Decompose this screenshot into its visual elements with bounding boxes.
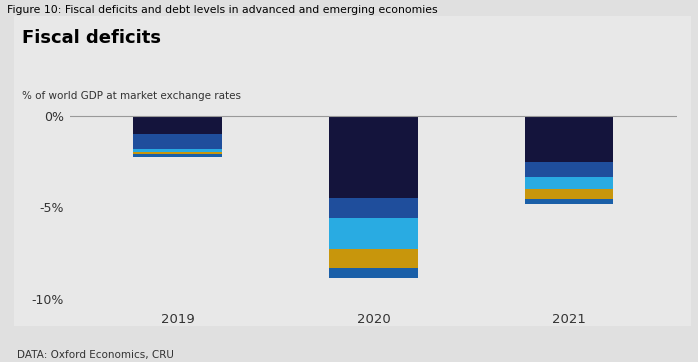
- Legend: USA, China, Euro Area, Japan, UK: USA, China, Euro Area, Japan, UK: [281, 105, 533, 123]
- Bar: [329, 116, 417, 198]
- Bar: [525, 116, 614, 161]
- Bar: [133, 116, 222, 134]
- Bar: [133, 152, 222, 154]
- Text: Fiscal deficits: Fiscal deficits: [22, 29, 161, 47]
- Bar: [329, 218, 417, 249]
- Bar: [525, 199, 614, 203]
- Bar: [525, 177, 614, 189]
- Bar: [133, 154, 222, 156]
- Bar: [525, 189, 614, 199]
- Bar: [329, 249, 417, 269]
- Bar: [525, 161, 614, 177]
- Bar: [329, 269, 417, 278]
- Bar: [133, 149, 222, 152]
- Bar: [329, 198, 417, 218]
- Bar: [133, 134, 222, 149]
- Text: % of world GDP at market exchange rates: % of world GDP at market exchange rates: [22, 90, 241, 101]
- Text: DATA: Oxford Economics, CRU: DATA: Oxford Economics, CRU: [17, 350, 174, 360]
- Text: Figure 10: Fiscal deficits and debt levels in advanced and emerging economies: Figure 10: Fiscal deficits and debt leve…: [7, 5, 438, 16]
